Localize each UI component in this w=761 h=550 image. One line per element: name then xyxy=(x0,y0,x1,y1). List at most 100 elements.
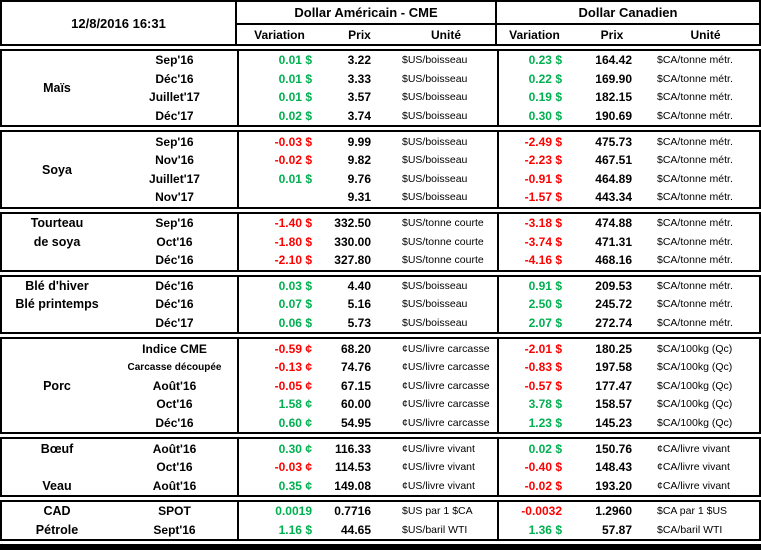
ca-variation-cell: -4.16 $ xyxy=(524,253,562,268)
usd-section-header: Dollar Américain - CME Variation Prix Un… xyxy=(237,0,497,46)
ca-price-cell: 443.34 xyxy=(595,190,632,205)
us-unit-cell: ¢US/livre carcasse xyxy=(399,413,499,433)
group-name: Pétrole xyxy=(35,522,79,537)
cad-prix-header: Prix xyxy=(600,27,624,42)
us-unit-cell: ¢US/livre carcasse xyxy=(399,395,499,414)
us-unit-cell: ¢US/livre vivant xyxy=(399,457,499,477)
ca-price-cell: 190.69 xyxy=(595,109,632,124)
contract-cell: Déc'16 xyxy=(112,250,239,270)
us-price-cell: 5.16 xyxy=(347,297,371,312)
ca-unit-cell: $CA/tonne métr. xyxy=(657,54,733,67)
cad-unite-header: Unité xyxy=(690,27,721,42)
group-name: de soya xyxy=(33,234,81,249)
ca-price-cell: 57.87 xyxy=(601,522,632,537)
group-mais: Maïs Sep'16 0.01 $ 3.22 $US/boisseau 0.23 $ 16… xyxy=(0,49,761,128)
contract-cell: Sep'16 xyxy=(112,213,239,233)
us-variation-cell: 0.02 $ xyxy=(278,109,312,124)
group-name: Porc xyxy=(43,378,71,393)
ca-price-cell: 467.51 xyxy=(595,153,632,168)
us-variation-cell: -0.13 ¢ xyxy=(274,360,312,375)
ca-unit-cell: $CA/tonne métr. xyxy=(657,217,733,230)
usd-variation-header: Variation xyxy=(254,27,305,42)
us-variation-cell: 0.60 ¢ xyxy=(278,415,312,430)
us-price-cell: 67.15 xyxy=(340,378,371,393)
ca-variation-cell: 3.78 $ xyxy=(528,397,562,412)
cad-section-header: Dollar Canadien Variation Prix Unité xyxy=(497,0,761,46)
contract-cell: Déc'16 xyxy=(112,276,239,296)
table-bottom-border xyxy=(0,544,761,550)
ca-variation-cell: -3.18 $ xyxy=(524,216,562,231)
us-unit-cell: ¢US/livre carcasse xyxy=(399,376,499,396)
ca-variation-cell: 0.19 $ xyxy=(528,90,562,105)
ca-price-cell: 209.53 xyxy=(595,278,632,293)
contract-cell: Nov'17 xyxy=(112,188,239,207)
ca-variation-cell: -2.01 $ xyxy=(524,341,562,356)
us-variation-cell: 0.07 $ xyxy=(278,297,312,312)
group-name: Bœuf xyxy=(40,441,74,456)
us-price-cell: 3.57 xyxy=(347,90,371,105)
ca-variation-cell: -2.49 $ xyxy=(524,134,562,149)
us-price-cell: 3.74 xyxy=(347,109,371,124)
ca-variation-cell: -0.83 $ xyxy=(524,360,562,375)
us-variation-cell: 0.01 $ xyxy=(278,171,312,186)
ca-variation-cell: -0.0032 xyxy=(521,504,562,519)
group-name: Veau xyxy=(42,478,72,493)
ca-price-cell: 475.73 xyxy=(595,134,632,149)
ca-unit-cell: $CA/tonne métr. xyxy=(657,135,733,148)
ca-unit-cell: $CA/tonne métr. xyxy=(657,172,733,185)
ca-variation-cell: 2.50 $ xyxy=(528,297,562,312)
ca-unit-cell: $CA/100kg (Qc) xyxy=(657,379,733,392)
ca-variation-cell: -2.23 $ xyxy=(524,153,562,168)
ca-unit-cell: $CA/tonne métr. xyxy=(657,191,733,204)
ca-price-cell: 182.15 xyxy=(595,90,632,105)
group-name: Tourteau xyxy=(30,216,84,231)
contract-cell: Déc'16 xyxy=(112,295,239,314)
us-price-cell: 74.76 xyxy=(340,360,371,375)
us-variation-cell: 0.35 ¢ xyxy=(278,478,312,493)
us-unit-cell: $US/baril WTI xyxy=(399,520,499,540)
contract-cell: Nov'16 xyxy=(112,150,239,170)
us-unit-cell: $US/tonne courte xyxy=(399,213,499,233)
us-variation-cell: 0.06 $ xyxy=(278,316,312,331)
ca-price-cell: 145.23 xyxy=(595,415,632,430)
ca-price-cell: 468.16 xyxy=(595,253,632,268)
ca-variation-cell: 0.02 $ xyxy=(528,441,562,456)
us-price-cell: 3.22 xyxy=(347,53,371,68)
ca-variation-cell: 0.30 $ xyxy=(528,109,562,124)
contract-cell: Sep'16 xyxy=(112,132,239,151)
us-unit-cell: $US/boisseau xyxy=(399,132,499,151)
ca-unit-cell: $CA/tonne métr. xyxy=(657,91,733,104)
ca-price-cell: 474.88 xyxy=(595,216,632,231)
us-unit-cell: $US/boisseau xyxy=(399,313,499,333)
contract-cell: Août'16 xyxy=(112,376,239,396)
group-tourteau-de-soya: Tourteau de soya Sep'16 -1.40 $ 332.50 $US/to… xyxy=(0,211,761,272)
timestamp: 12/8/2016 16:31 xyxy=(0,0,237,46)
us-variation-cell: -0.03 $ xyxy=(274,134,312,149)
us-unit-cell: $US/tonne courte xyxy=(399,232,499,251)
ca-variation-cell: -1.57 $ xyxy=(524,190,562,205)
us-unit-cell: ¢US/livre vivant xyxy=(399,476,499,496)
group-name: Blé d'hiver xyxy=(25,278,89,293)
us-price-cell: 114.53 xyxy=(334,460,371,475)
ca-unit-cell: $CA/tonne métr. xyxy=(657,298,733,311)
contract-cell: Déc'16 xyxy=(112,413,239,433)
contract-cell: Carcasse découpée xyxy=(112,357,239,377)
ca-unit-cell: ¢CA/livre vivant xyxy=(657,461,730,474)
contract-cell: Oct'16 xyxy=(112,232,239,251)
group-soya: Soya Sep'16 -0.03 $ 9.99 $US/boisseau -2.49 $… xyxy=(0,130,761,209)
contract-cell: Juillet'17 xyxy=(112,88,239,107)
usd-column-headers: Variation Prix Unité xyxy=(237,25,495,44)
ca-unit-cell: $CA/tonne métr. xyxy=(657,254,733,267)
us-variation-cell: -0.02 $ xyxy=(274,153,312,168)
us-variation-cell: 1.16 $ xyxy=(278,522,312,537)
group-cad-petrole: CAD Pétrole SPOT 0.0019 0.7716 $US par 1 $CA -… xyxy=(0,500,761,542)
us-unit-cell: ¢US/livre carcasse xyxy=(399,357,499,377)
ca-unit-cell: $CA/tonne métr. xyxy=(657,72,733,85)
contract-cell: Déc'16 xyxy=(112,69,239,89)
table-header: 12/8/2016 16:31 Dollar Américain - CME V… xyxy=(0,0,761,46)
us-unit-cell: $US/boisseau xyxy=(399,150,499,170)
ca-price-cell: 158.57 xyxy=(595,397,632,412)
us-unit-cell: ¢US/livre carcasse xyxy=(399,339,499,358)
ca-unit-cell: $CA/baril WTI xyxy=(657,523,723,536)
us-unit-cell: $US/boisseau xyxy=(399,88,499,107)
